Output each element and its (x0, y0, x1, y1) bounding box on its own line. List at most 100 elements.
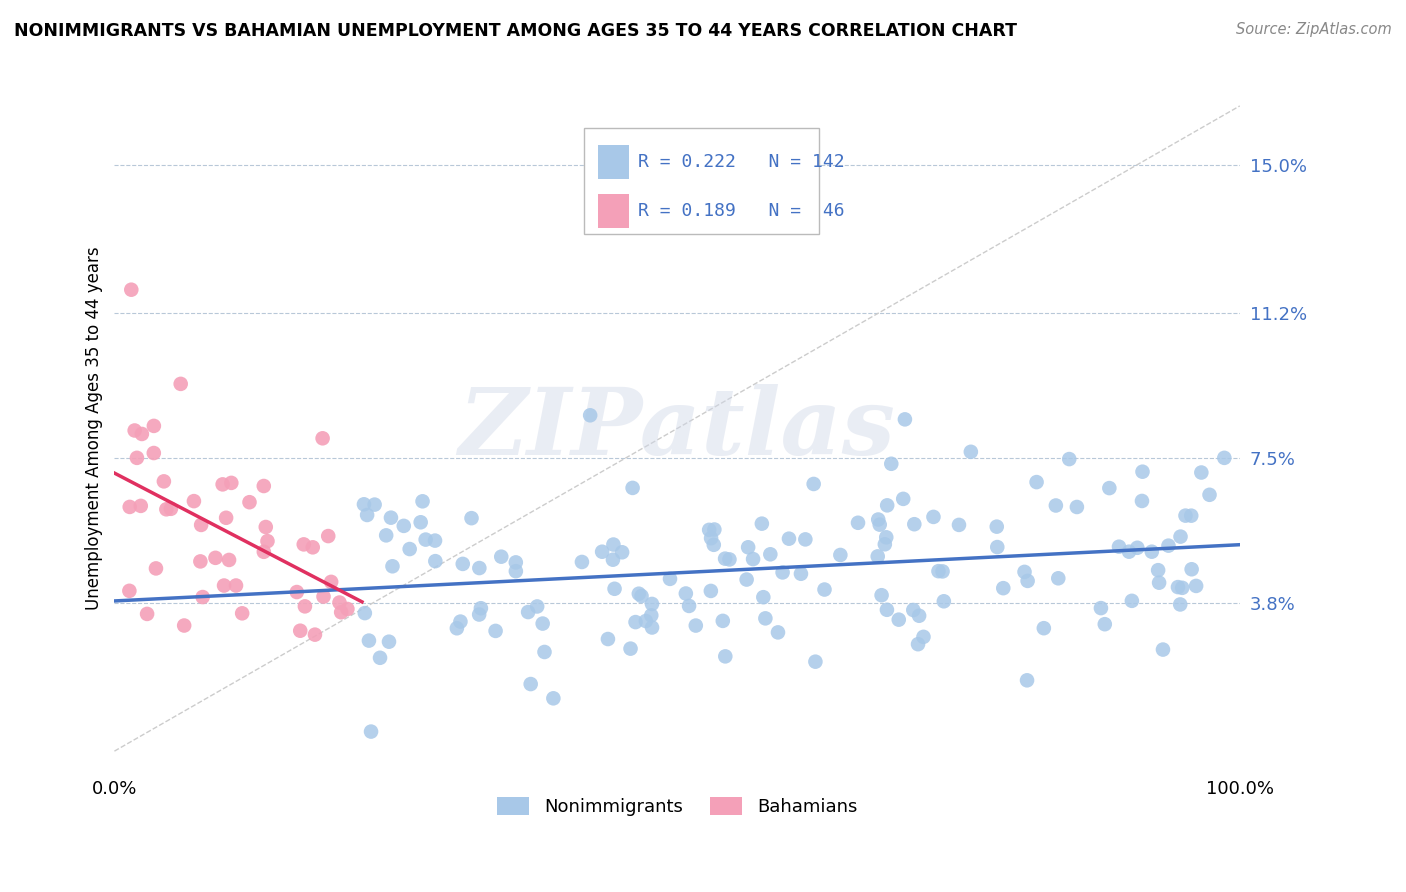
Point (285, 585, 308, 599)
Legend: Nonimmigrants, Bahamians: Nonimmigrants, Bahamians (489, 789, 865, 823)
Point (1168, 598, 1191, 612)
Point (876, 603, 898, 617)
Point (190, 554, 212, 568)
Point (543, 691, 565, 706)
Point (330, 605, 353, 619)
Point (697, 523, 720, 537)
Point (142, 418, 165, 433)
Point (1157, 539, 1180, 553)
Point (129, 499, 152, 513)
Point (887, 613, 910, 627)
Point (1057, 452, 1080, 467)
Point (752, 590, 775, 604)
Point (484, 624, 506, 638)
Point (678, 599, 700, 613)
Point (505, 564, 527, 578)
Point (610, 545, 633, 559)
Point (813, 582, 835, 597)
Point (531, 616, 554, 631)
Point (804, 655, 827, 669)
Point (903, 517, 925, 532)
Point (1185, 579, 1208, 593)
Point (948, 517, 970, 532)
Point (602, 537, 624, 551)
Point (505, 555, 527, 569)
Point (470, 601, 492, 615)
Point (1170, 530, 1192, 544)
Point (714, 551, 737, 566)
Point (225, 578, 247, 592)
Point (491, 549, 513, 564)
Point (136, 607, 159, 621)
Point (254, 520, 277, 534)
Point (630, 589, 652, 603)
Point (891, 491, 914, 506)
Point (875, 530, 897, 544)
Point (703, 523, 725, 537)
Point (1167, 580, 1189, 594)
Point (711, 614, 734, 628)
Point (124, 424, 146, 438)
Point (1180, 508, 1202, 523)
Point (641, 597, 664, 611)
Point (449, 615, 471, 629)
Point (1132, 465, 1154, 479)
Point (778, 532, 800, 546)
Point (398, 542, 420, 557)
Text: NONIMMIGRANTS VS BAHAMIAN UNEMPLOYMENT AMONG AGES 35 TO 44 YEARS CORRELATION CHA: NONIMMIGRANTS VS BAHAMIAN UNEMPLOYMENT A… (14, 22, 1017, 40)
Text: R = 0.222   N = 142: R = 0.222 N = 142 (638, 153, 845, 170)
Point (519, 677, 541, 691)
Point (183, 494, 205, 508)
Point (1047, 571, 1070, 585)
Point (1098, 481, 1121, 495)
Point (253, 479, 276, 493)
Point (624, 615, 647, 629)
Point (1017, 574, 1039, 588)
Point (170, 376, 193, 391)
Point (751, 516, 773, 531)
Point (718, 552, 741, 566)
Point (1118, 544, 1140, 558)
Point (256, 534, 278, 549)
Point (353, 606, 375, 620)
Point (1189, 466, 1212, 480)
Point (634, 614, 657, 628)
Point (160, 501, 183, 516)
Point (468, 561, 491, 575)
Point (830, 548, 852, 562)
Point (641, 620, 664, 634)
Point (191, 590, 214, 604)
Point (1152, 642, 1174, 657)
Point (880, 457, 903, 471)
Point (685, 618, 707, 632)
Point (894, 412, 917, 426)
Point (1213, 450, 1236, 465)
Point (353, 497, 375, 511)
Point (931, 565, 953, 579)
Point (1090, 601, 1112, 615)
Point (238, 495, 260, 509)
Point (986, 519, 1008, 533)
Point (145, 561, 167, 575)
Point (794, 533, 817, 547)
Point (316, 529, 339, 543)
Point (173, 618, 195, 632)
Point (312, 590, 335, 604)
Point (873, 537, 896, 551)
Point (579, 409, 602, 423)
Text: Source: ZipAtlas.com: Source: ZipAtlas.com (1236, 22, 1392, 37)
Point (392, 519, 415, 533)
Point (1171, 581, 1194, 595)
Point (378, 634, 401, 648)
Point (517, 605, 540, 619)
Point (409, 516, 432, 530)
Point (927, 564, 949, 578)
Point (602, 552, 624, 566)
Point (1045, 499, 1067, 513)
Point (1140, 544, 1163, 558)
Point (571, 555, 593, 569)
Point (703, 538, 725, 552)
Point (1066, 500, 1088, 514)
Point (986, 540, 1008, 554)
Text: R = 0.189   N =  46: R = 0.189 N = 46 (638, 202, 845, 219)
